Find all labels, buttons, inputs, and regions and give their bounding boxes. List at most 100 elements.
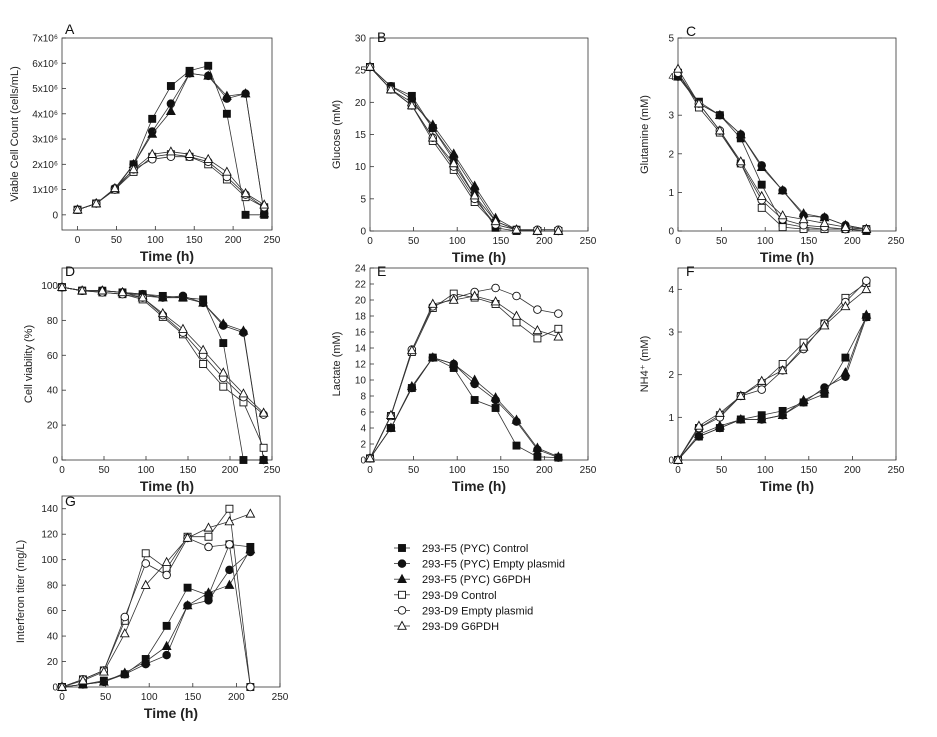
data-point bbox=[735, 414, 746, 424]
data-point bbox=[161, 640, 172, 651]
data-point bbox=[798, 394, 809, 405]
series-line bbox=[77, 72, 265, 214]
series-293-f5-pyc-empty-plasmid bbox=[365, 62, 563, 236]
legend-entry: 293-D9 Control bbox=[394, 590, 497, 602]
series-line bbox=[61, 543, 251, 688]
data-point bbox=[240, 187, 251, 198]
series-293-d9-g6pdh bbox=[365, 61, 564, 235]
y-tick-label: 5 bbox=[360, 194, 366, 205]
series-line bbox=[677, 282, 867, 461]
panel-label: F bbox=[686, 263, 695, 279]
x-tick-label: 100 bbox=[147, 235, 164, 246]
data-point bbox=[57, 681, 67, 691]
legend: 293-F5 (PYC) Control 293-F5 (PYC) Empty p… bbox=[394, 543, 565, 633]
data-point bbox=[673, 63, 683, 73]
data-point bbox=[490, 296, 501, 306]
panel-label: B bbox=[377, 29, 386, 45]
series-293-f5-pyc-g6pdh bbox=[57, 544, 256, 691]
y-tick-label: 18 bbox=[355, 312, 367, 323]
data-point bbox=[148, 114, 157, 123]
series-line bbox=[369, 293, 559, 459]
panel-label: C bbox=[686, 23, 696, 39]
chart-panel-b: 0 50 100 150 200 250 0 5 10 15 20 25 30 Time (h) Gluco… bbox=[331, 29, 597, 265]
y-tick-label: 80 bbox=[47, 316, 59, 327]
series-293-d9-g6pdh bbox=[57, 281, 269, 417]
data-point bbox=[77, 285, 88, 295]
x-tick-label: 100 bbox=[449, 465, 466, 476]
series-293-d9-g6pdh bbox=[673, 63, 872, 233]
data-point bbox=[756, 375, 767, 385]
data-point bbox=[841, 353, 850, 362]
data-point bbox=[147, 148, 158, 158]
legend-label: 293-F5 (PYC) Empty plasmid bbox=[422, 559, 565, 571]
series-line bbox=[61, 286, 264, 415]
data-point bbox=[532, 442, 543, 452]
y-axis-label: Interferon titer (mg/L) bbox=[15, 540, 27, 643]
y-tick-label: 4 bbox=[668, 72, 674, 83]
legend-marker bbox=[398, 590, 406, 599]
data-point bbox=[490, 392, 501, 402]
data-point bbox=[141, 549, 150, 558]
y-tick-label: 16 bbox=[355, 328, 367, 339]
series-293-f5-pyc-empty-plasmid bbox=[673, 312, 871, 465]
series-293-d9-control bbox=[674, 68, 871, 234]
data-point bbox=[491, 283, 500, 293]
x-tick-label: 50 bbox=[98, 465, 110, 476]
data-point bbox=[225, 504, 234, 513]
x-tick-label: 250 bbox=[264, 235, 281, 246]
legend-marker bbox=[397, 559, 407, 568]
data-point bbox=[198, 344, 209, 354]
data-point bbox=[182, 532, 193, 542]
plot-frame bbox=[61, 495, 281, 688]
x-tick-label: 50 bbox=[408, 236, 420, 247]
y-axis-label: Viable Cell Count (cells/mL) bbox=[9, 66, 21, 202]
data-point bbox=[178, 292, 188, 302]
chart-panel-c: 0 50 100 150 200 250 0 1 2 3 4 5 Time (h) Glutamine (… bbox=[639, 23, 905, 265]
series-293-d9-empty-plasmid bbox=[673, 276, 871, 465]
data-point bbox=[448, 294, 459, 304]
series-line bbox=[677, 314, 867, 461]
series-293-f5-pyc-control bbox=[73, 61, 269, 219]
data-point bbox=[166, 82, 175, 90]
data-point bbox=[98, 666, 109, 676]
data-point bbox=[512, 291, 521, 301]
x-tick-label: 250 bbox=[272, 692, 289, 703]
y-tick-label: 6 bbox=[360, 408, 366, 419]
chart-panel-f: 0 50 100 150 200 250 0 1 2 3 4 Time (h) NH4⁺ (mM) F bbox=[639, 263, 905, 494]
y-tick-label: 0 bbox=[360, 456, 366, 467]
chart-panel-e: 0 50 100 150 200 250024681012141618202224Time… bbox=[331, 263, 597, 494]
data-point bbox=[365, 61, 375, 71]
y-tick-label: 0 bbox=[52, 683, 58, 694]
data-point bbox=[119, 667, 130, 677]
y-tick-label: 20 bbox=[355, 296, 367, 307]
series-293-d9-control bbox=[366, 289, 563, 463]
legend-marker bbox=[397, 606, 407, 615]
x-tick-label: 50 bbox=[716, 465, 728, 476]
series-293-d9-control bbox=[58, 504, 255, 691]
data-point bbox=[427, 352, 438, 362]
data-point bbox=[184, 67, 195, 78]
data-point bbox=[221, 90, 232, 100]
data-point bbox=[554, 324, 563, 333]
y-tick-label: 20 bbox=[47, 657, 59, 668]
series-293-d9-g6pdh bbox=[72, 146, 270, 214]
data-point bbox=[512, 318, 521, 327]
x-tick-label: 250 bbox=[580, 465, 597, 476]
y-tick-label: 0 bbox=[668, 227, 674, 238]
x-tick-label: 0 bbox=[367, 465, 373, 476]
series-line bbox=[677, 316, 867, 461]
x-tick-label: 0 bbox=[59, 465, 65, 476]
series-293-d9-g6pdh bbox=[365, 290, 564, 463]
data-point bbox=[385, 422, 396, 432]
x-tick-label: 250 bbox=[888, 465, 905, 476]
data-point bbox=[819, 217, 830, 228]
series-293-f5-pyc-g6pdh bbox=[673, 309, 872, 464]
data-point bbox=[162, 621, 171, 630]
series-line bbox=[61, 507, 251, 688]
series-line bbox=[369, 287, 559, 459]
panel-label: G bbox=[65, 493, 76, 509]
plot-frame bbox=[677, 267, 897, 461]
data-point bbox=[204, 532, 213, 541]
data-point bbox=[840, 367, 851, 377]
